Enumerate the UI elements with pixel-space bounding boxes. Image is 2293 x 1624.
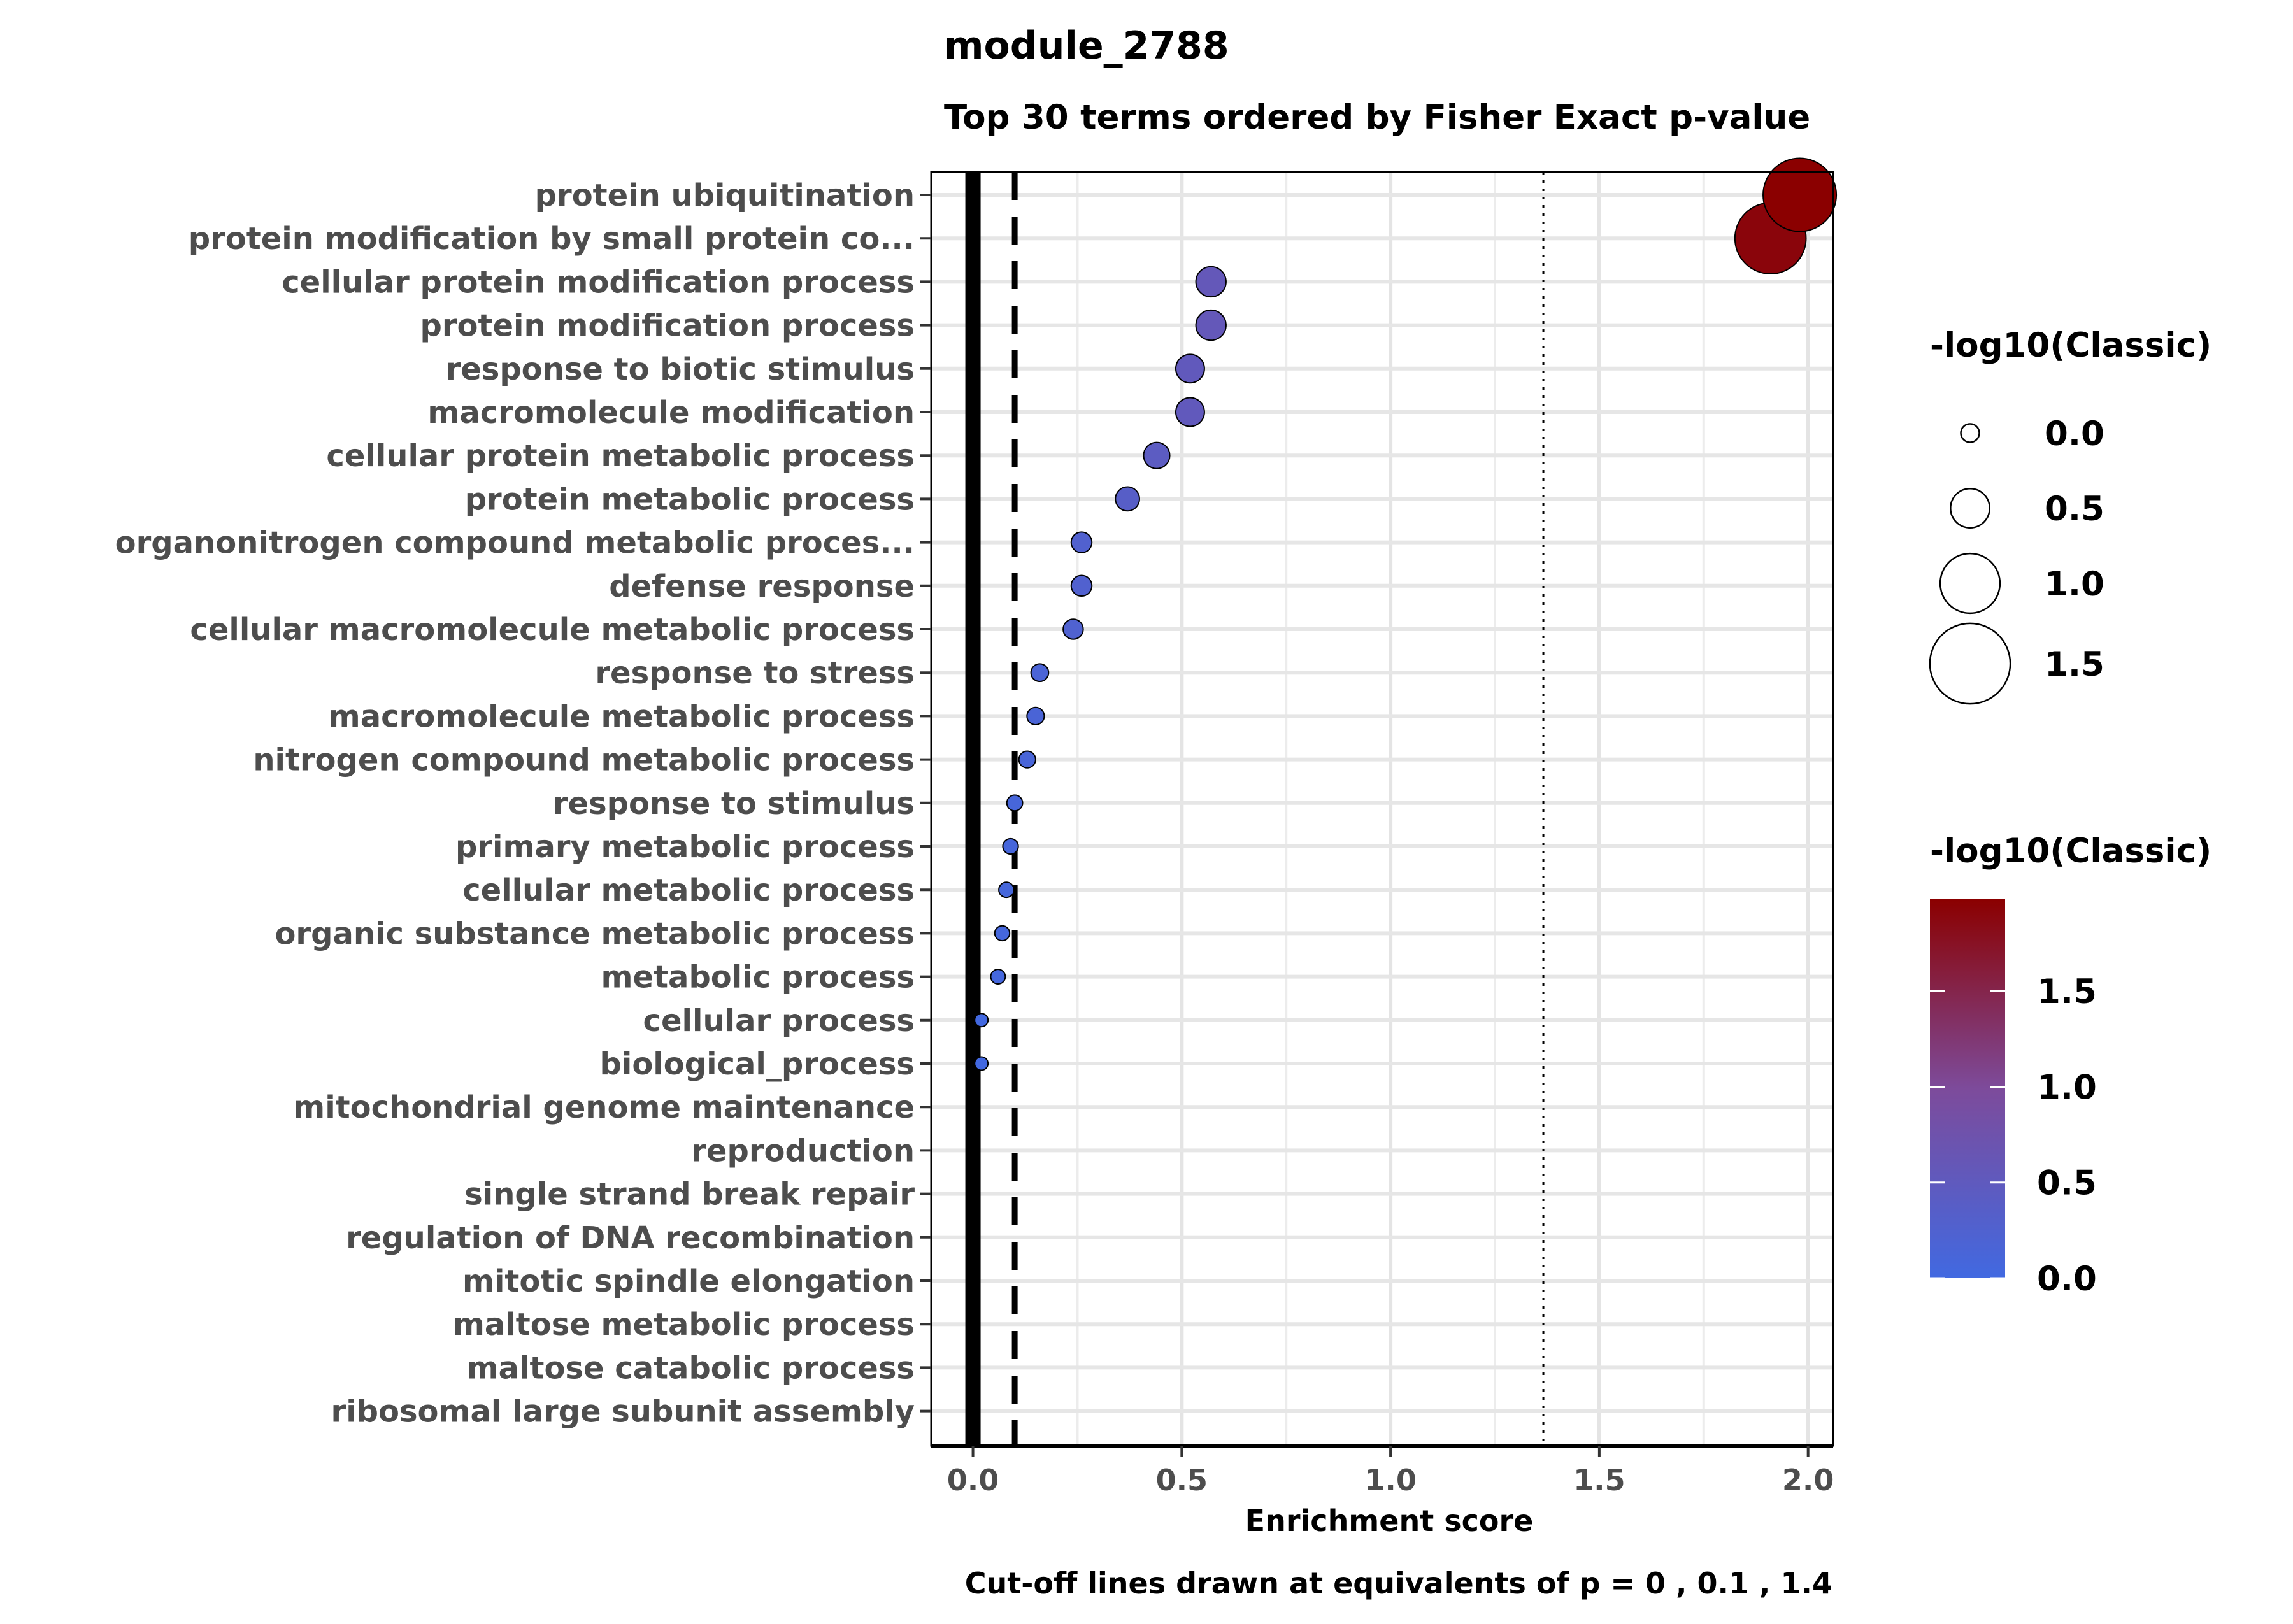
size-legend-items: 0.0 0.5 1.0 1.5 [1929, 415, 2104, 705]
y-tick-label: defense response [609, 569, 915, 604]
y-tick-label: maltose metabolic process [453, 1307, 915, 1343]
color-bar [1930, 899, 2005, 1278]
color-legend-label: 1.5 [2037, 972, 2097, 1011]
x-tick-label: 1.0 [1364, 1463, 1417, 1497]
color-legend-ticks: 0.0 0.5 1.0 1.5 [1930, 972, 2097, 1299]
y-tick-label: reproduction [691, 1133, 915, 1169]
size-legend-label: 0.5 [2045, 490, 2104, 529]
data-point [1115, 486, 1140, 512]
data-point [974, 1013, 989, 1028]
data-point [1006, 794, 1024, 812]
y-tick-label: organic substance metabolic process [275, 916, 915, 951]
data-point [1018, 750, 1036, 769]
chart-subtitle: Top 30 terms ordered by Fisher Exact p-v… [944, 98, 1810, 137]
y-tick-label: ribosomal large subunit assembly [331, 1394, 915, 1430]
data-point [1175, 397, 1205, 427]
y-tick-label: protein ubiquitination [535, 178, 915, 213]
y-tick-label: mitochondrial genome maintenance [293, 1090, 915, 1125]
y-tick-label: biological_process [600, 1046, 915, 1082]
color-legend: -log10(Classic) 0.0 0.5 1.0 1.5 [1930, 832, 2211, 1299]
data-point [1026, 706, 1045, 726]
y-tick-label: cellular metabolic process [462, 873, 915, 908]
grid-lines [931, 172, 1833, 1446]
y-tick-label: regulation of DNA recombination [346, 1220, 915, 1256]
data-points [974, 157, 1838, 1071]
data-point [1002, 837, 1019, 855]
y-tick-label: cellular protein modification process [282, 264, 915, 300]
y-tick-label: mitotic spindle elongation [462, 1264, 915, 1299]
data-point [990, 969, 1006, 985]
x-tick-label: 0.0 [947, 1463, 999, 1497]
data-point [1762, 157, 1838, 232]
data-point [1195, 309, 1227, 341]
x-axis-label: Enrichment score [1245, 1504, 1534, 1538]
data-point [1175, 353, 1205, 384]
size-legend-title: -log10(Classic) [1930, 326, 2211, 365]
chart-title: module_2788 [944, 24, 1229, 68]
y-tick-label: cellular protein metabolic process [326, 438, 915, 474]
plot-panel [930, 157, 1838, 1448]
x-tick-label: 0.5 [1156, 1463, 1208, 1497]
y-tick-label: protein modification by small protein co… [189, 221, 915, 257]
y-tick-labels: protein ubiquitination protein modificati… [115, 178, 931, 1430]
y-tick-label: protein metabolic process [465, 481, 915, 517]
chart-caption: Cut-off lines drawn at equivalents of p … [965, 1566, 1832, 1600]
data-point [1143, 441, 1171, 469]
y-tick-label: nitrogen compound metabolic process [253, 743, 915, 778]
y-tick-label: single strand break repair [464, 1177, 915, 1213]
data-point [998, 881, 1015, 899]
size-legend-circle [1960, 423, 1980, 443]
size-legend-circle [1929, 622, 2011, 705]
y-tick-label: response to stimulus [553, 786, 915, 822]
size-legend-label: 1.5 [2045, 645, 2104, 684]
color-legend-label: 1.0 [2037, 1068, 2097, 1107]
data-point [1030, 663, 1050, 683]
y-tick-label: macromolecule modification [427, 395, 915, 431]
y-tick-label: cellular macromolecule metabolic process [190, 612, 915, 648]
data-point [1070, 574, 1093, 597]
data-point [1062, 618, 1084, 640]
size-legend-circle [1939, 552, 2001, 615]
color-legend-label: 0.5 [2037, 1164, 2097, 1203]
y-tick-label: macromolecule metabolic process [329, 699, 915, 734]
y-tick-label: organonitrogen compound metabolic proces… [115, 525, 915, 561]
data-point [1070, 531, 1093, 553]
size-legend-label: 1.0 [2045, 565, 2104, 604]
data-point [994, 925, 1011, 942]
color-legend-label: 0.0 [2037, 1260, 2097, 1299]
x-tick-labels: 0.0 0.5 1.0 1.5 2.0 [947, 1446, 1834, 1497]
size-legend: -log10(Classic) 0.0 0.5 1.0 1.5 [1929, 326, 2211, 705]
y-tick-label: maltose catabolic process [467, 1350, 915, 1386]
data-point [974, 1056, 989, 1071]
size-legend-circle [1950, 488, 1990, 529]
x-tick-label: 1.5 [1573, 1463, 1625, 1497]
y-tick-label: metabolic process [601, 960, 915, 995]
x-tick-label: 2.0 [1782, 1463, 1834, 1497]
data-point [1195, 266, 1227, 298]
y-tick-label: cellular process [643, 1003, 915, 1039]
y-tick-label: protein modification process [420, 308, 915, 344]
plot-background [931, 172, 1833, 1446]
y-tick-label: primary metabolic process [455, 829, 915, 865]
y-tick-label: response to biotic stimulus [446, 352, 915, 387]
color-legend-title: -log10(Classic) [1930, 832, 2211, 871]
y-tick-label: response to stress [595, 655, 915, 691]
size-legend-label: 0.0 [2045, 415, 2104, 453]
